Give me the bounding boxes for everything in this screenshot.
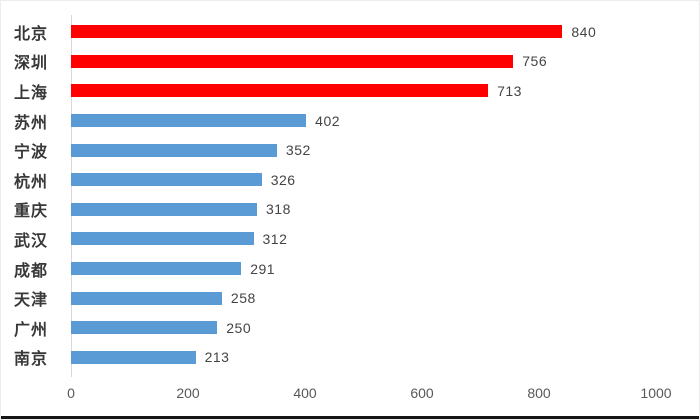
bar <box>71 114 307 128</box>
x-tick-label: 600 <box>410 385 434 401</box>
x-tick-label: 800 <box>527 385 551 401</box>
category-label: 上海 <box>14 84 49 102</box>
value-label: 352 <box>285 142 311 159</box>
bar-track: 756 <box>71 53 656 70</box>
bar-track: 713 <box>71 82 656 99</box>
bar-row: 杭州 326 <box>1 165 699 195</box>
bar-track: 402 <box>71 112 656 129</box>
bar-track: 312 <box>71 230 656 247</box>
x-tick-label: 400 <box>293 385 317 401</box>
value-label: 756 <box>522 53 548 70</box>
bar-row: 广州 250 <box>1 313 699 343</box>
bar <box>71 291 222 305</box>
bar-track: 326 <box>71 171 656 188</box>
bar-rows-container: 北京 840 深圳 756 上海 713 苏州 402 宁波 352 杭州 326 重庆 318 武汉 312… <box>1 17 699 372</box>
bar-row: 上海 713 <box>1 76 699 106</box>
value-label: 318 <box>266 201 291 218</box>
bar-track: 250 <box>71 319 656 336</box>
category-label: 武汉 <box>14 232 49 250</box>
bar <box>71 232 254 246</box>
bar <box>71 143 277 157</box>
bar <box>71 173 262 187</box>
value-label: 291 <box>250 260 276 277</box>
bar-track: 352 <box>71 142 656 159</box>
bar <box>71 25 563 39</box>
bar-row: 天津 258 <box>1 283 699 313</box>
x-axis: 0 200 400 600 800 1000 <box>67 385 671 403</box>
category-label: 南京 <box>14 351 49 369</box>
value-label: 312 <box>262 230 288 247</box>
bar-row: 武汉 312 <box>1 224 699 254</box>
bar-track: 318 <box>71 201 656 218</box>
bar <box>71 54 514 68</box>
value-label: 258 <box>230 290 256 307</box>
value-label: 713 <box>497 82 522 99</box>
category-label: 杭州 <box>14 173 49 191</box>
bar-row: 南京 213 <box>1 343 699 373</box>
x-tick-label: 0 <box>67 385 75 401</box>
category-label: 宁波 <box>14 144 49 162</box>
bar-row: 深圳 756 <box>1 47 699 77</box>
bar-row: 宁波 352 <box>1 135 699 165</box>
category-label: 北京 <box>14 25 49 43</box>
value-label: 326 <box>270 171 296 188</box>
bar-track: 840 <box>71 23 656 40</box>
bar <box>71 350 196 364</box>
bar <box>71 262 242 276</box>
value-label: 840 <box>571 23 597 40</box>
category-label: 重庆 <box>14 203 49 221</box>
bar-track: 213 <box>71 349 656 366</box>
bar <box>71 321 218 335</box>
bar-row: 重庆 318 <box>1 195 699 225</box>
value-label: 402 <box>315 112 341 129</box>
value-label: 213 <box>204 349 230 366</box>
category-label: 广州 <box>14 321 49 339</box>
bar-row: 成都 291 <box>1 254 699 284</box>
category-label: 天津 <box>14 292 49 310</box>
value-label: 250 <box>226 319 252 336</box>
x-tick-label: 1000 <box>640 385 672 401</box>
bar-track: 291 <box>71 260 656 277</box>
bar <box>71 202 258 216</box>
y-axis-line <box>71 15 72 377</box>
category-label: 苏州 <box>14 114 49 132</box>
category-label: 深圳 <box>14 55 49 73</box>
window-bottom-edge <box>1 416 699 419</box>
bar <box>71 84 489 98</box>
category-label: 成都 <box>14 262 49 280</box>
bar-track: 258 <box>71 290 656 307</box>
bar-row: 苏州 402 <box>1 106 699 136</box>
x-tick-label: 200 <box>176 385 200 401</box>
bar-row: 北京 840 <box>1 17 699 47</box>
